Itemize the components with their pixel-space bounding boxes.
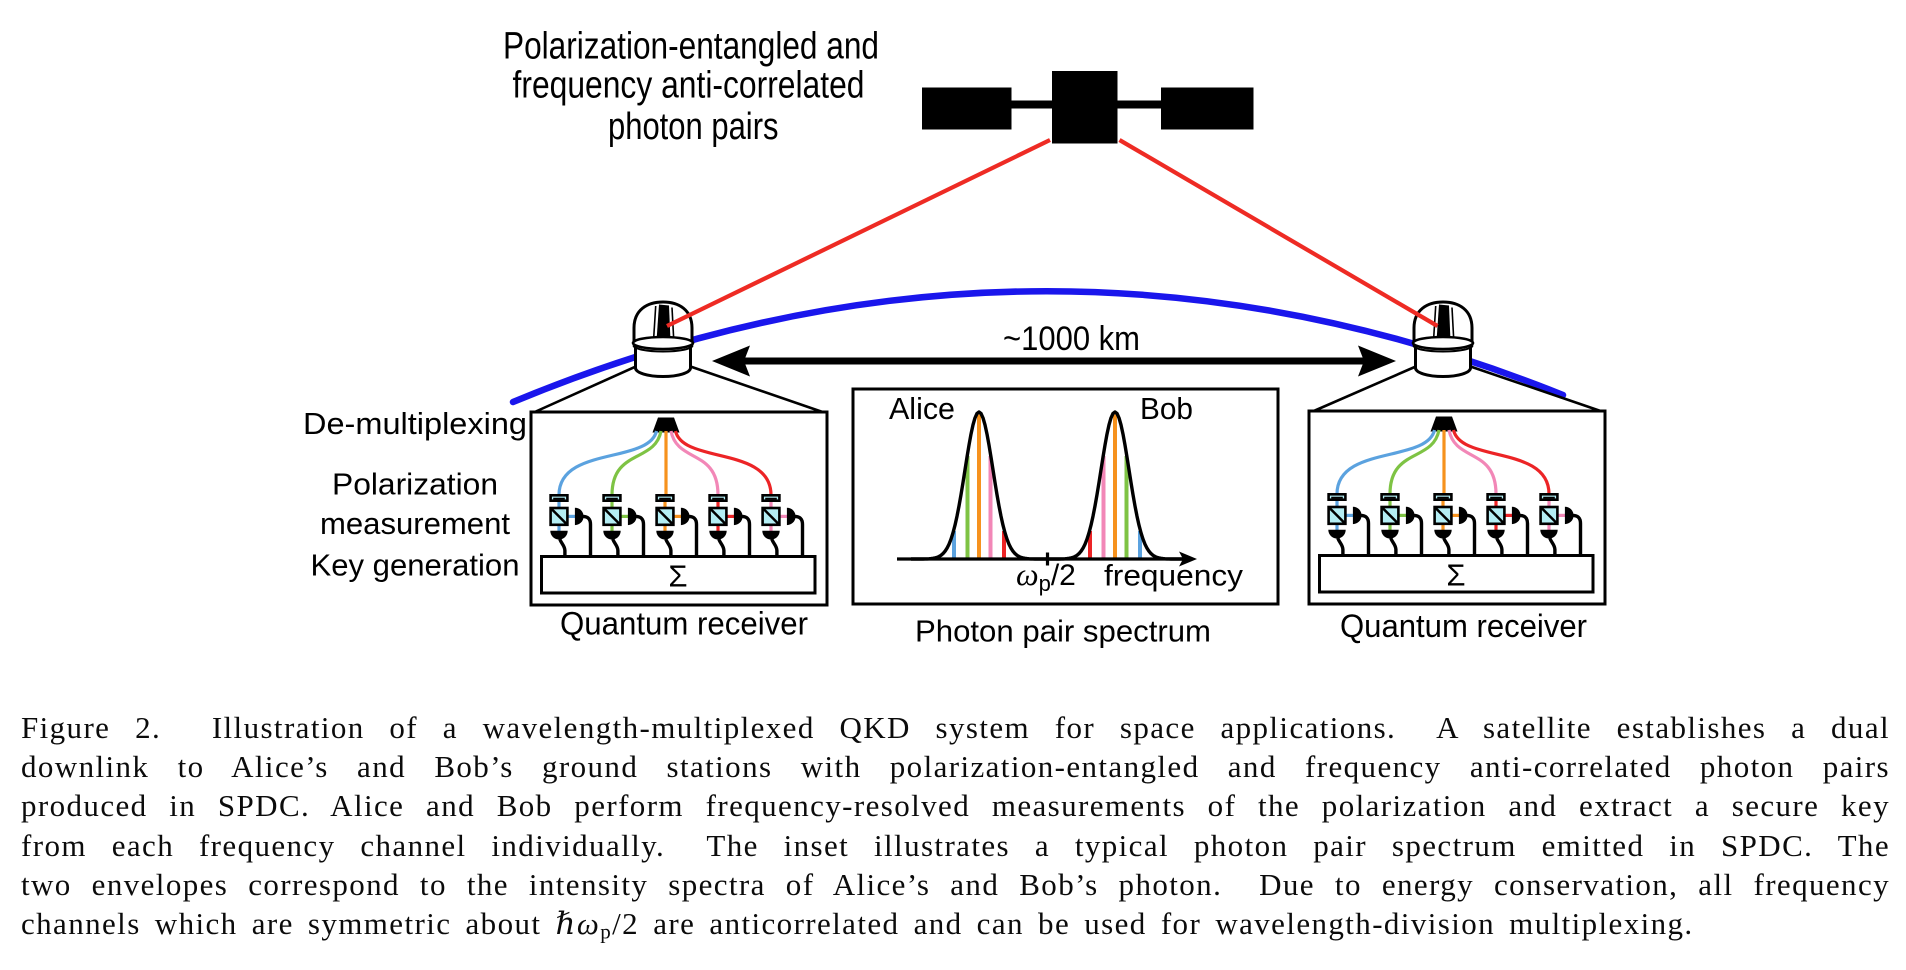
omega-tail: /2: [1051, 559, 1076, 592]
distance-arrow-head-right: [1358, 345, 1396, 377]
caption-line-6-post: are anticorrelated and can be used for w…: [639, 906, 1694, 942]
satellite-body: [1052, 71, 1118, 144]
fiber-channel-1: [1335, 429, 1437, 495]
bob-label: Bob: [1140, 391, 1193, 426]
caption-line-6: channels which are symmetric about ℏωp/2…: [21, 904, 1890, 952]
ground-station-left: [631, 300, 695, 378]
caption-line-5: two envelopes correspond to the intensit…: [21, 866, 1890, 902]
fiber-channel-4: [1447, 429, 1498, 495]
distance-label: ~1000 km: [1003, 320, 1140, 358]
demux-prism: [1430, 416, 1458, 432]
caption-omega-subscript: p: [600, 919, 613, 944]
quantum-receiver-left: Σ: [529, 410, 829, 607]
caption-line-4: from each frequency channel individually…: [21, 827, 1890, 863]
satellite-boom-left: [1008, 100, 1054, 109]
quantum-receiver-right: Σ: [1307, 409, 1607, 606]
callout-line-right-a: [1310, 364, 1418, 414]
sum-symbol: Σ: [668, 559, 687, 594]
callout-line-right-b: [1468, 364, 1604, 414]
source-label-line2: frequency anti-correlated: [513, 65, 865, 107]
pump-half-label: ωp/2: [1016, 556, 1076, 596]
caption-line-2: downlink to Alice’s and Bob’s ground sta…: [21, 749, 1890, 785]
distance-arrow-head-left: [712, 345, 750, 377]
distance-arrow: [712, 345, 1396, 377]
receiver-label-right: Quantum receiver: [1340, 608, 1587, 644]
caption-line-6-pre: channels which are symmetric about: [21, 906, 556, 942]
fiber-channel-1: [557, 430, 659, 496]
frequency-axis-label: frequency: [1104, 560, 1243, 593]
caption-math-tail: /2: [612, 906, 640, 942]
fiber-channel-2: [610, 430, 663, 496]
caption-hbar-omega: ℏω: [555, 906, 601, 942]
callout-line-left-a: [531, 364, 638, 415]
photon-pair-spectrum-inset: Alice Bob ωp/2 frequency: [851, 387, 1280, 606]
omega-symbol: ω: [1016, 556, 1039, 592]
omega-subscript: p: [1039, 571, 1051, 596]
stage-label-demultiplexing: De-multiplexing: [303, 406, 527, 441]
inset-box: [851, 387, 1280, 606]
stage-label-polarization: Polarization: [332, 467, 498, 502]
stage-label-measurement: measurement: [320, 506, 510, 541]
fiber-channel-2: [1388, 429, 1441, 495]
callout-line-left-b: [688, 364, 826, 415]
source-label-line1: Polarization-entangled and: [503, 26, 879, 68]
fiber-channel-5: [1451, 429, 1551, 495]
satellite: [922, 71, 1254, 144]
frequency-axis-arrowhead: [1179, 551, 1197, 567]
ground-station-right: [1411, 300, 1475, 378]
stage-label-key-generation: Key generation: [311, 548, 520, 583]
key-generation-bar: [1318, 554, 1595, 594]
satellite-panel-left: [922, 87, 1012, 130]
receiver-label-left: Quantum receiver: [560, 606, 808, 642]
fiber-channel-4: [669, 430, 720, 496]
sum-symbol: Σ: [1446, 558, 1465, 593]
caption-line-3: produced in SPDC. Alice and Bob perform …: [21, 788, 1890, 824]
fiber-channel-5: [673, 430, 773, 496]
caption-line-1: Figure 2. Illustration of a wavelength-m…: [21, 710, 1890, 745]
demux-prism: [652, 417, 680, 433]
satellite-boom-right: [1116, 100, 1163, 109]
qkd-diagram: Σ Quantum receiver Σ Quantum receiver: [303, 26, 1607, 649]
inset-title: Photon pair spectrum: [915, 614, 1211, 649]
key-generation-bar: [540, 555, 817, 595]
source-label-line3: photon pairs: [608, 106, 779, 148]
downlink-beam-left: [666, 138, 1051, 328]
alice-label: Alice: [889, 391, 955, 426]
figure-caption: Figure 2. Illustration of a wavelength-m…: [21, 708, 1890, 952]
satellite-panel-right: [1161, 87, 1254, 130]
downlink-beam-right: [1118, 138, 1439, 328]
